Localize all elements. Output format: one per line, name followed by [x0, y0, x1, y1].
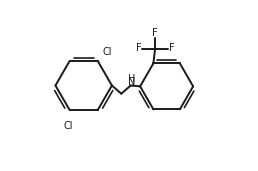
Text: Cl: Cl [102, 47, 111, 57]
Text: F: F [169, 43, 174, 53]
Text: Cl: Cl [63, 121, 72, 131]
Text: N: N [128, 77, 135, 87]
Text: F: F [136, 43, 141, 53]
Text: H: H [128, 74, 135, 84]
Text: F: F [152, 29, 158, 38]
